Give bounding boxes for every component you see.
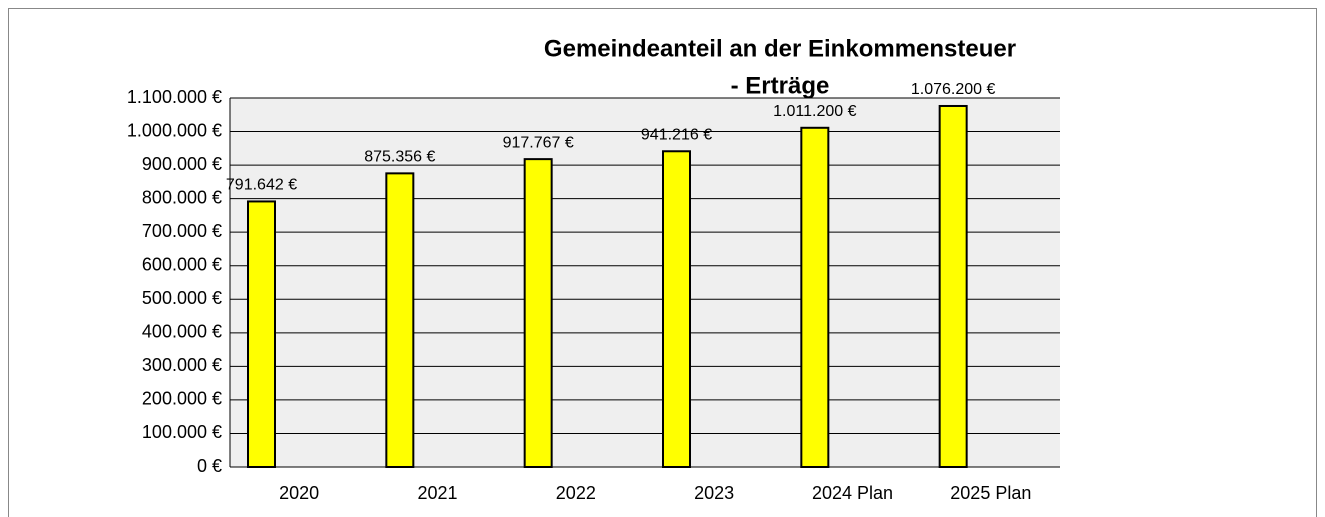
x-tick-label: 2020	[279, 483, 319, 503]
y-tick-label: 1.000.000 €	[127, 120, 222, 140]
y-tick-label: 600.000 €	[142, 254, 222, 274]
data-label: 1.011.200 €	[773, 103, 856, 120]
plot-area	[230, 98, 1060, 467]
x-tick-label: 2023	[694, 483, 734, 503]
data-label: 791.642 €	[226, 177, 297, 194]
data-label: 941.216 €	[641, 126, 712, 143]
y-tick-label: 700.000 €	[142, 221, 222, 241]
bar	[523, 158, 553, 468]
chart-title: Gemeindeanteil an der Einkommensteuer	[544, 35, 1016, 62]
x-tick-label: 2025 Plan	[950, 483, 1031, 503]
y-tick-label: 1.100.000 €	[127, 87, 222, 107]
y-tick-label: 500.000 €	[142, 288, 222, 308]
y-tick-label: 100.000 €	[142, 422, 222, 442]
data-label: 1.076.200 €	[911, 81, 996, 98]
bar	[662, 150, 691, 469]
bar	[385, 172, 415, 468]
chart-title: - Erträge	[731, 72, 830, 99]
y-tick-label: 800.000 €	[142, 187, 222, 207]
y-tick-label: 400.000 €	[142, 322, 222, 342]
y-tick-label: 0 €	[197, 456, 222, 476]
x-tick-label: 2022	[556, 483, 596, 503]
y-tick-label: 300.000 €	[142, 355, 222, 375]
bar	[800, 126, 830, 468]
data-label: 875.356 €	[364, 149, 435, 166]
bar	[247, 200, 276, 468]
x-tick-label: 2024 Plan	[812, 483, 893, 503]
y-tick-label: 200.000 €	[142, 389, 222, 409]
data-label: 917.767 €	[503, 134, 574, 151]
bar	[938, 104, 968, 468]
x-tick-label: 2021	[417, 483, 457, 503]
y-tick-label: 900.000 €	[142, 154, 222, 174]
